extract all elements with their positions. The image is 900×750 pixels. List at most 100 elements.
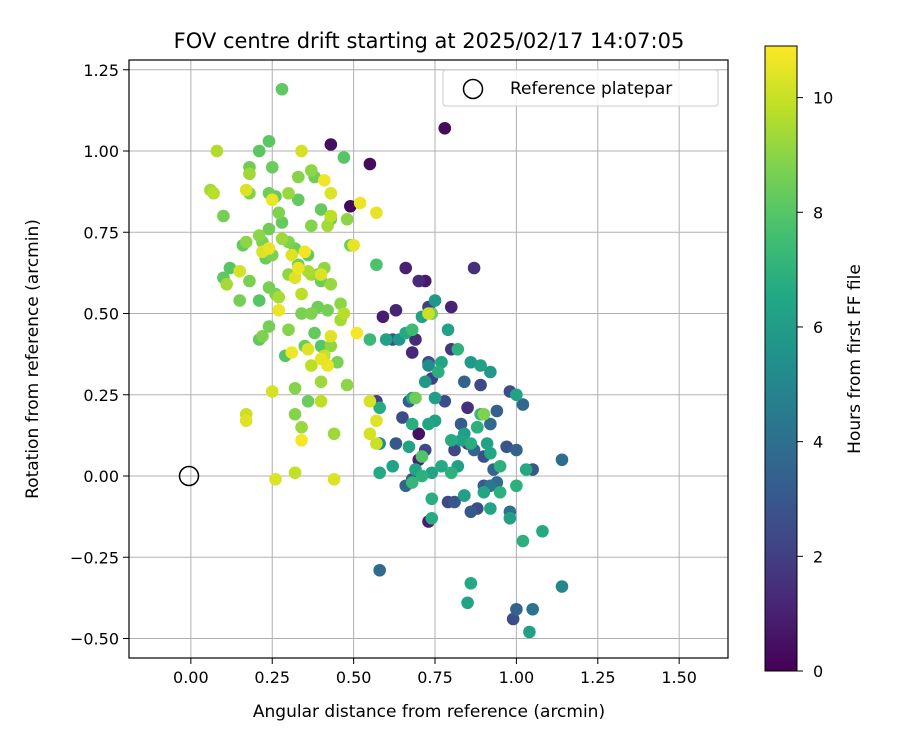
scatter-point bbox=[425, 492, 439, 506]
scatter-point bbox=[389, 303, 403, 317]
scatter-point bbox=[454, 417, 468, 431]
scatter-point bbox=[363, 427, 377, 441]
scatter-point bbox=[435, 355, 448, 369]
scatter-point bbox=[291, 193, 305, 207]
colorbar bbox=[764, 45, 798, 672]
scatter-point bbox=[262, 222, 276, 236]
y-tick-label: 0.75 bbox=[83, 223, 119, 242]
scatter-point bbox=[454, 433, 468, 447]
scatter-point bbox=[327, 427, 341, 441]
scatter-point bbox=[265, 160, 279, 174]
grid-lines bbox=[129, 60, 728, 658]
scatter-point bbox=[451, 342, 465, 356]
scatter-point bbox=[510, 443, 523, 457]
scatter-point bbox=[409, 391, 422, 405]
y-tick-label: −0.25 bbox=[70, 548, 119, 567]
scatter-point bbox=[321, 359, 334, 372]
legend-entry-label: Reference platepar bbox=[510, 79, 672, 99]
scatter-point bbox=[321, 219, 334, 233]
scatter-point bbox=[314, 394, 328, 408]
scatter-point bbox=[477, 485, 491, 499]
scatter-point bbox=[471, 420, 484, 434]
scatter-point bbox=[288, 381, 302, 395]
scatter-point bbox=[405, 417, 419, 431]
legend: Reference platepar bbox=[442, 69, 719, 107]
scatter-point bbox=[314, 375, 328, 389]
scatter-point bbox=[243, 274, 256, 288]
scatter-point bbox=[210, 144, 224, 158]
scatter-point bbox=[295, 307, 308, 320]
scatter-point bbox=[363, 157, 377, 171]
scatter-point bbox=[288, 271, 302, 285]
scatter-point bbox=[510, 479, 523, 493]
scatter-point bbox=[405, 346, 419, 359]
scatter-point bbox=[288, 407, 302, 421]
scatter-point bbox=[239, 235, 253, 249]
scatter-point bbox=[272, 303, 286, 317]
scatter-point bbox=[233, 264, 246, 278]
scatter-point bbox=[422, 359, 435, 372]
scatter-point bbox=[493, 459, 507, 473]
scatter-point bbox=[340, 212, 354, 226]
scatter-point bbox=[418, 375, 432, 389]
scatter-point bbox=[305, 359, 318, 372]
scatter-point bbox=[373, 563, 386, 577]
y-tick-label: −0.50 bbox=[70, 630, 119, 649]
scatter-point bbox=[402, 440, 416, 454]
x-tick-label: 0.75 bbox=[417, 668, 453, 687]
scatter-point bbox=[262, 320, 276, 333]
y-tick-label: 1.00 bbox=[83, 142, 119, 161]
scatter-point bbox=[467, 261, 481, 275]
scatter-point bbox=[405, 323, 419, 337]
scatter-point bbox=[399, 261, 413, 275]
scatter-point bbox=[314, 203, 328, 216]
scatter-point bbox=[308, 326, 321, 340]
legend-marker-icon bbox=[462, 78, 484, 100]
scatter-point bbox=[484, 365, 497, 379]
scatter-point bbox=[461, 401, 474, 415]
scatter-point bbox=[503, 511, 517, 525]
scatter-point bbox=[376, 310, 390, 324]
scatter-point bbox=[275, 232, 289, 246]
scatter-point bbox=[428, 294, 442, 307]
scatter-point bbox=[363, 333, 377, 346]
scatter-point bbox=[217, 209, 230, 223]
scatter-point bbox=[412, 427, 426, 441]
y-tick-label: 0.00 bbox=[83, 467, 119, 486]
scatter-point bbox=[464, 437, 478, 450]
scatter-point bbox=[464, 576, 478, 590]
scatter-point bbox=[415, 469, 429, 483]
scatter-point bbox=[256, 329, 269, 343]
scatter-point bbox=[506, 612, 520, 626]
scatter-point bbox=[347, 238, 360, 252]
scatter-point bbox=[444, 466, 458, 480]
colorbar-tick-label: 6 bbox=[813, 318, 823, 337]
scatter-point bbox=[252, 144, 266, 158]
scatter-point bbox=[425, 466, 439, 480]
scatter-point bbox=[484, 502, 497, 515]
scatter-point bbox=[269, 472, 282, 486]
scatter-point bbox=[370, 437, 383, 450]
scatter-point bbox=[461, 596, 474, 610]
scatter-point bbox=[370, 206, 383, 220]
scatter-point bbox=[409, 333, 422, 346]
scatter-point bbox=[282, 323, 295, 337]
colorbar-tick-label: 10 bbox=[813, 89, 833, 108]
chart-title: FOV centre drift starting at 2025/02/17 … bbox=[174, 29, 685, 53]
scatter-point bbox=[448, 443, 461, 457]
x-tick-label: 0.50 bbox=[336, 668, 372, 687]
y-tick-label: 0.25 bbox=[83, 386, 119, 405]
colorbar-ticks: 0 2 4 6 8 10 bbox=[797, 89, 833, 681]
scatter-point bbox=[490, 404, 504, 418]
scatter-point bbox=[295, 433, 308, 447]
scatter-point bbox=[474, 359, 487, 372]
scatter-point bbox=[484, 417, 497, 431]
scatter-point bbox=[425, 511, 439, 525]
scatter-point bbox=[464, 355, 478, 369]
y-axis-label: Rotation from reference (arcmin) bbox=[23, 219, 43, 499]
scatter-point bbox=[272, 290, 286, 304]
scatter-point bbox=[523, 625, 536, 639]
x-axis-ticks: 0.00 0.25 0.50 0.75 1.00 1.25 1.50 bbox=[173, 658, 697, 687]
scatter-point bbox=[412, 274, 426, 288]
scatter-point bbox=[363, 394, 377, 408]
